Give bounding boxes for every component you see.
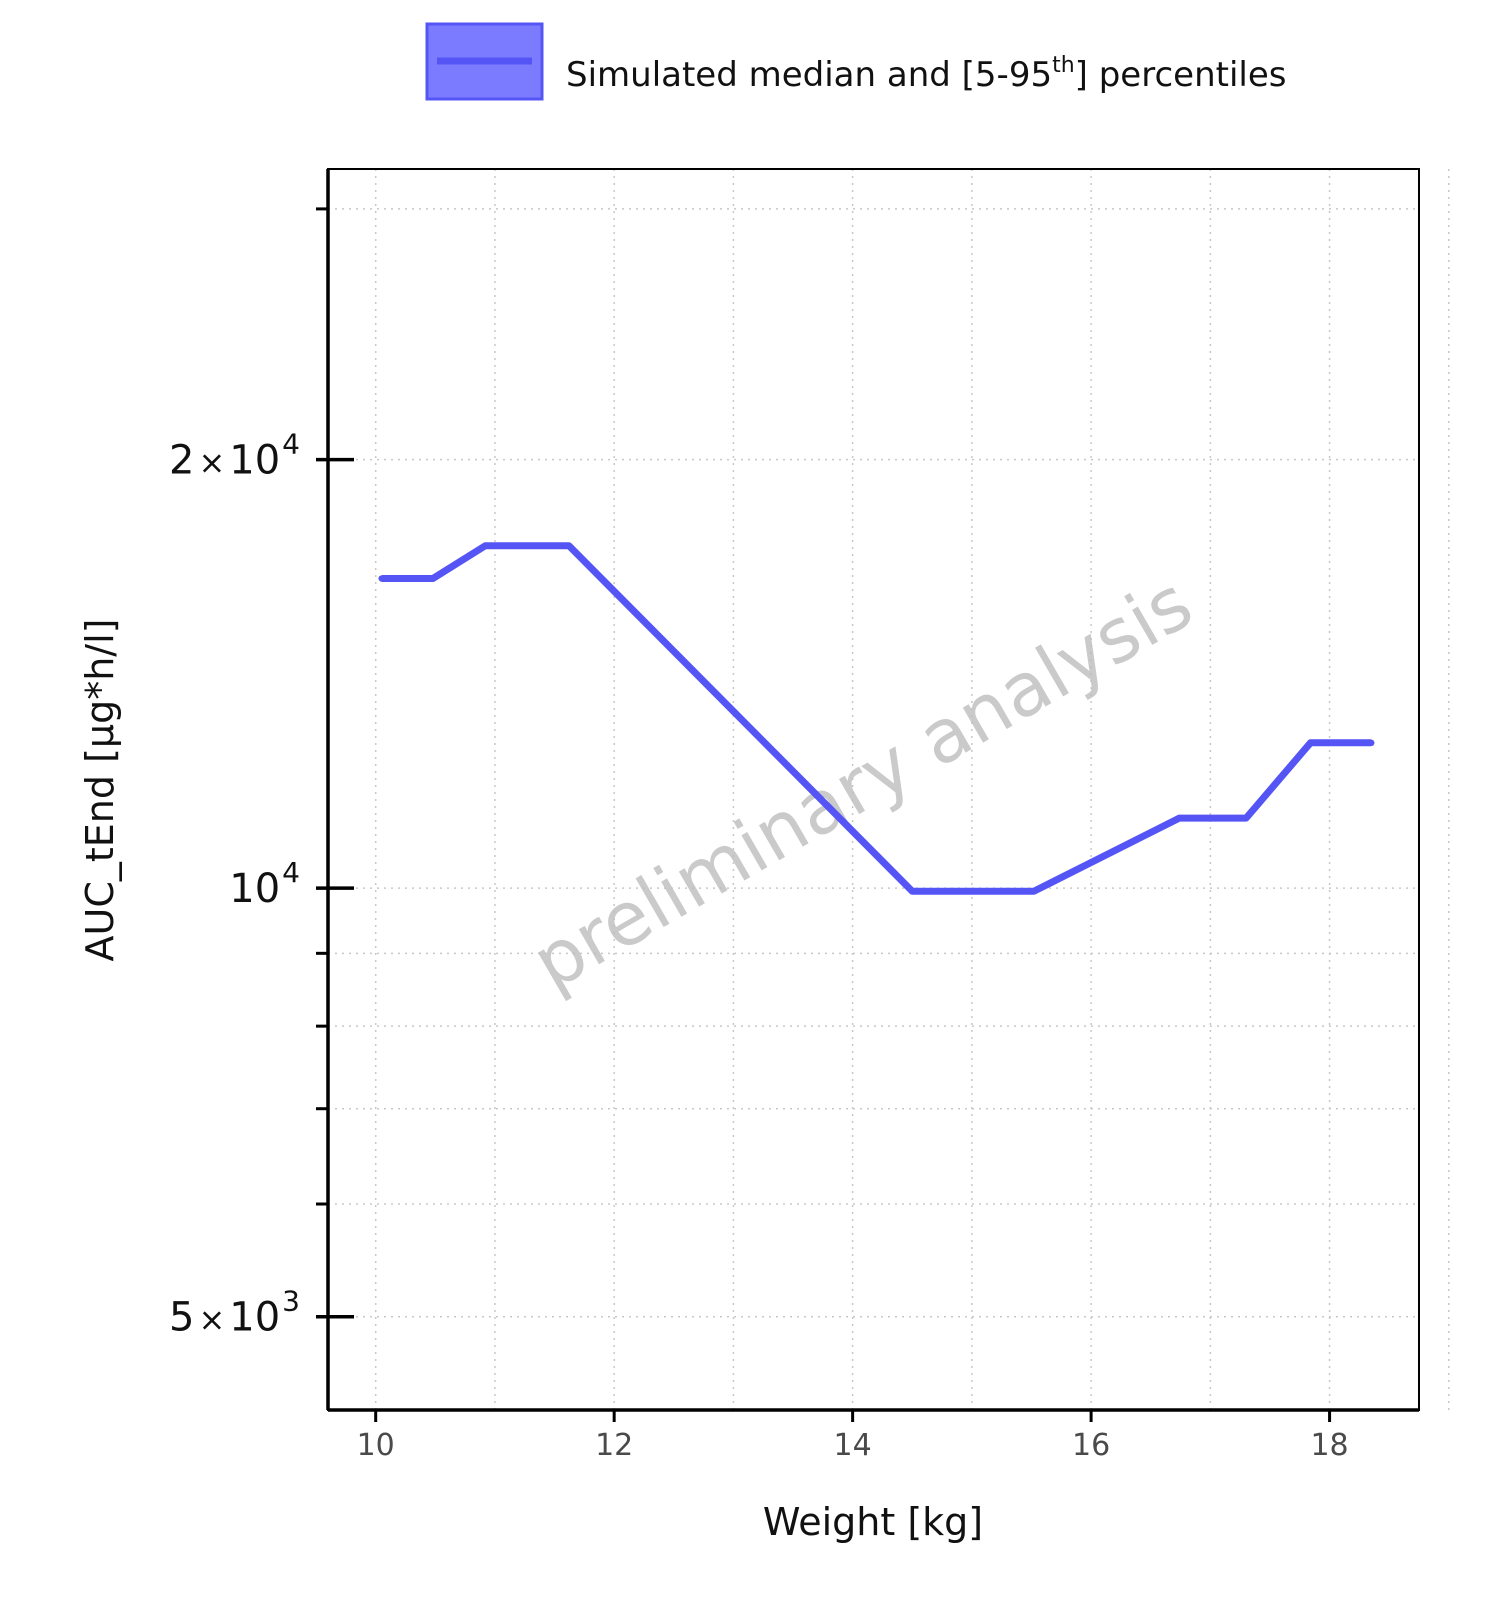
watermark: preliminary analysis <box>519 560 1207 1007</box>
y-axis-label: AUC_tEnd [µg*h/l] <box>78 619 122 962</box>
series-point <box>909 888 916 895</box>
x-tick-label: 10 <box>357 1428 395 1463</box>
series-point <box>1030 888 1038 895</box>
x-axis-label: Weight [kg] <box>763 1500 983 1544</box>
series-point <box>429 575 437 582</box>
series-point <box>1242 814 1250 822</box>
series-point <box>1368 739 1375 747</box>
legend-label-main: Simulated median and [5-95 <box>566 55 1052 95</box>
series-points <box>378 542 1375 895</box>
series-point <box>482 542 489 549</box>
legend-label-end: ] percentiles <box>1075 55 1287 95</box>
x-tick-label: 14 <box>834 1428 872 1463</box>
legend: Simulated median and [5-95th] percentile… <box>425 22 1286 101</box>
legend-label: Simulated median and [5-95th] percentile… <box>566 53 1286 95</box>
y-tick-label: 5 × 103 <box>169 1285 300 1341</box>
y-tick-label: 2 × 104 <box>169 428 300 484</box>
y-ticks: 5 × 103 104 2 × 104 <box>169 207 354 1341</box>
series-point <box>378 575 385 582</box>
y-tick-label: 104 <box>229 856 300 912</box>
series-point <box>565 542 573 549</box>
series-point <box>1307 739 1314 747</box>
x-tick-label: 12 <box>595 1428 633 1463</box>
x-ticks: 10 12 14 16 18 <box>357 1410 1349 1463</box>
x-tick-label: 16 <box>1072 1428 1110 1463</box>
x-tick-label: 18 <box>1310 1428 1348 1463</box>
series-point <box>1176 814 1183 822</box>
legend-label-sup: th <box>1052 53 1075 78</box>
series-line <box>381 542 1372 895</box>
